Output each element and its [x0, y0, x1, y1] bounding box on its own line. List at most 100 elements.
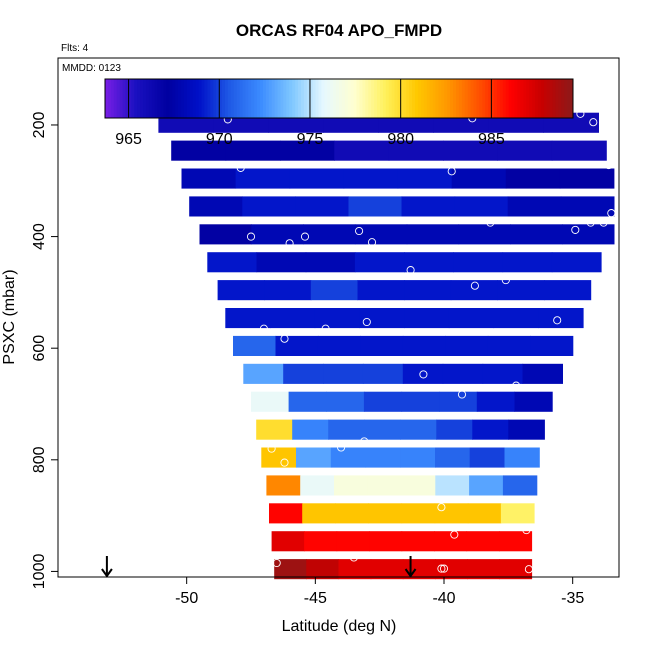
colorbar-swatch — [166, 79, 170, 118]
colorbar-swatch — [257, 79, 261, 118]
sample-point — [337, 443, 346, 452]
heatmap-cell — [251, 391, 290, 412]
colorbar-swatch — [163, 79, 167, 118]
colorbar-swatch — [435, 79, 439, 118]
colorbar-swatch — [350, 79, 355, 118]
colorbar-swatch — [359, 79, 363, 118]
chart-title: ORCAS RF04 APO_FMPD — [236, 21, 442, 40]
sample-point — [607, 209, 616, 218]
colorbar-swatch — [105, 79, 109, 118]
sample-point — [501, 276, 510, 285]
colorbar-swatch — [157, 79, 162, 118]
heatmap-cell — [504, 447, 540, 468]
heatmap-cell — [217, 280, 265, 301]
flights-annotation: Flts: 4 — [61, 43, 89, 54]
heatmap-cell — [330, 447, 367, 468]
x-axis: -50 -45 -40 -35 — [175, 576, 584, 607]
heatmap-cell — [271, 531, 305, 552]
heatmap-cell — [402, 363, 444, 384]
heatmap-cell — [439, 391, 478, 412]
colorbar-swatch — [107, 79, 112, 118]
heatmap-cell — [402, 559, 436, 580]
colorbar-swatch — [216, 79, 220, 118]
colorbar-swatch — [505, 79, 510, 118]
colorbar-swatch — [306, 79, 311, 118]
heatmap-cell — [499, 559, 533, 580]
y-axis: 200 400 600 800 1000 — [31, 112, 59, 589]
heatmap-cell — [502, 475, 538, 496]
heatmap-cell — [362, 363, 404, 384]
colorbar-swatch — [169, 79, 173, 118]
heatmap-cell — [467, 559, 500, 580]
colorbar-swatch — [143, 79, 147, 118]
colorbar-swatch — [213, 79, 217, 118]
colorbar-swatch — [534, 79, 539, 118]
colorbar-swatch — [491, 79, 495, 118]
sample-point — [259, 324, 268, 333]
colorbar-swatch — [125, 79, 129, 118]
sample-point — [586, 218, 595, 227]
colorbar-swatch — [555, 79, 559, 118]
colorbar-swatch — [189, 79, 194, 118]
colorbar-swatch — [175, 79, 179, 118]
sample-point — [321, 324, 330, 333]
heatmap-cell — [551, 252, 602, 273]
heatmap-cell — [367, 475, 403, 496]
colorbar-swatch — [429, 79, 434, 118]
heatmap-cell — [476, 391, 515, 412]
heatmap-cell — [472, 419, 509, 440]
x-tick-label: -45 — [304, 590, 327, 607]
heatmap-cell — [436, 419, 473, 440]
colorbar-swatch — [160, 79, 164, 118]
sample-point — [545, 436, 554, 445]
sample-point — [236, 163, 245, 172]
sample-point — [553, 316, 562, 325]
colorbar-swatch — [426, 79, 431, 118]
colorbar — [104, 78, 574, 119]
heatmap-cell — [404, 280, 452, 301]
heatmap-cell — [401, 531, 435, 552]
sample-point — [437, 564, 446, 573]
colorbar-swatch — [268, 79, 273, 118]
colorbar-swatch — [303, 79, 308, 118]
colorbar-swatch — [412, 79, 416, 118]
heatmap-cell — [450, 280, 498, 301]
heatmap-cell — [400, 447, 436, 468]
y-tick-label: 800 — [31, 446, 48, 473]
heatmap-cell — [283, 363, 324, 384]
heatmap-cell — [538, 308, 584, 329]
colorbar-swatch — [467, 79, 472, 118]
colorbar-swatch — [254, 79, 258, 118]
colorbar-swatch — [260, 79, 264, 118]
heatmap-cell — [303, 224, 356, 245]
y-tick-label: 600 — [31, 335, 48, 362]
sample-point — [450, 530, 459, 539]
colorbar-swatch — [344, 79, 349, 118]
colorbar-swatch — [300, 79, 305, 118]
colorbar-swatch — [394, 79, 398, 118]
colorbar-swatch — [450, 79, 454, 118]
heatmap-cell — [401, 391, 440, 412]
heatmap-cell — [314, 308, 360, 329]
colorbar-swatch — [230, 79, 235, 118]
heatmap-cell — [306, 559, 340, 580]
heatmap-cell — [225, 308, 271, 329]
colorbar-swatch — [151, 79, 156, 118]
colorbar-swatch — [508, 79, 513, 118]
heatmap-cell — [264, 280, 312, 301]
colorbar-swatch — [453, 79, 457, 118]
heatmap-cell — [482, 363, 524, 384]
heatmap-cell — [401, 503, 436, 524]
colorbar-swatch — [438, 79, 442, 118]
colorbar-swatch — [476, 79, 480, 118]
heatmap-cell — [348, 196, 403, 217]
sample-point — [300, 232, 310, 241]
sample-point — [367, 238, 377, 247]
heatmap-cell — [435, 559, 468, 580]
arrows-layer — [101, 556, 417, 578]
y-tick-label: 200 — [31, 112, 48, 139]
heatmap-cell — [559, 168, 615, 189]
heatmap-cell — [323, 363, 364, 384]
colorbar-swatch — [447, 79, 451, 118]
